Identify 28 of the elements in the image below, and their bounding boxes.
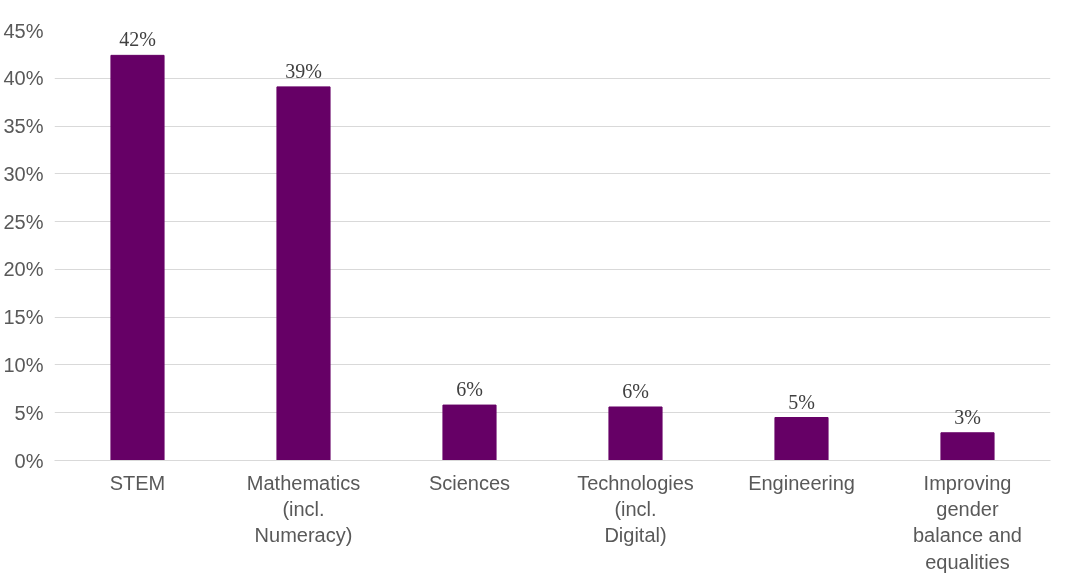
x-tick-label: Improving gender balance and equalities — [913, 471, 1022, 573]
bar — [276, 86, 331, 461]
y-tick-label: 15% — [3, 306, 44, 329]
y-tick-label: 5% — [14, 401, 44, 424]
data-label: 6% — [456, 378, 483, 401]
data-label: 5% — [788, 390, 815, 413]
bar — [442, 404, 497, 461]
y-tick-label: 40% — [3, 67, 44, 90]
y-tick-label: 35% — [3, 115, 44, 138]
bar — [608, 406, 663, 461]
x-tick-label: Technologies (incl. Digital) — [577, 471, 694, 547]
x-tick-label: Mathematics (incl. Numeracy) — [246, 471, 361, 547]
x-tick-label: Sciences — [428, 471, 511, 494]
y-tick-label: 30% — [3, 162, 44, 185]
bar — [110, 54, 165, 461]
data-label: 6% — [622, 379, 649, 402]
data-label: 39% — [285, 59, 322, 82]
bar — [774, 417, 829, 461]
data-label: 3% — [954, 405, 981, 428]
y-tick-label: 20% — [3, 258, 44, 281]
y-tick-label: 25% — [3, 210, 44, 233]
y-tick-label: 45% — [3, 19, 44, 42]
y-tick-label: 0% — [14, 449, 44, 472]
bar — [940, 432, 995, 461]
x-tick-label: Engineering — [748, 471, 855, 494]
data-label: 42% — [119, 28, 156, 51]
y-tick-label: 10% — [3, 353, 44, 376]
x-tick-label: STEM — [109, 471, 166, 494]
